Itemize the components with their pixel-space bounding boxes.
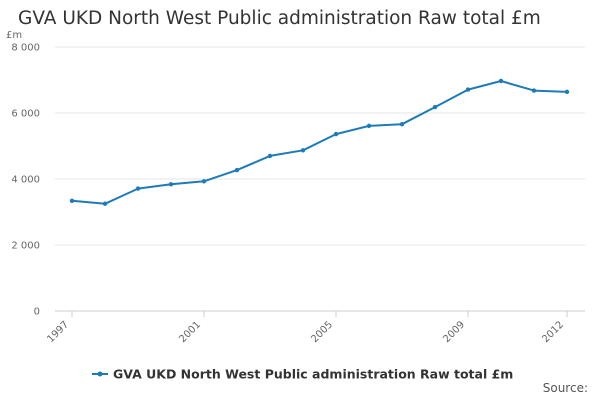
series-line: [71, 80, 568, 205]
y-tick-label: 0: [34, 307, 40, 318]
data-point-2005[interactable]: [333, 131, 339, 137]
data-point-2003[interactable]: [267, 153, 273, 159]
y-tick-label: 8 000: [11, 43, 40, 54]
legend[interactable]: GVA UKD North West Public administration…: [92, 367, 513, 382]
legend-label[interactable]: GVA UKD North West Public administration…: [113, 367, 513, 382]
grid-lines: [55, 46, 585, 312]
x-tick-label: 1997: [45, 319, 71, 345]
data-point-2004[interactable]: [300, 148, 306, 153]
legend-point-symbol: [97, 371, 103, 377]
data-point-2001[interactable]: [201, 179, 207, 184]
data-point-1998[interactable]: [102, 201, 108, 206]
data-point-1997[interactable]: [69, 198, 75, 203]
x-tick-label: 2005: [309, 319, 335, 345]
y-axis-label: £m: [6, 30, 22, 41]
source-label: Source:: [542, 381, 588, 395]
x-tick-label: 2001: [177, 319, 203, 345]
data-point-2008[interactable]: [432, 104, 438, 110]
x-tick-label: 2012: [540, 319, 566, 345]
data-point-2006[interactable]: [366, 123, 372, 129]
data-point-2012[interactable]: [564, 89, 570, 95]
data-point-1999[interactable]: [135, 186, 141, 191]
chart-title: GVA UKD North West Public administration…: [18, 8, 541, 29]
y-tick-label: 6 000: [11, 109, 40, 120]
data-point-2009[interactable]: [465, 87, 471, 92]
data-point-2010[interactable]: [498, 78, 504, 84]
x-tick-label: 2009: [441, 319, 467, 345]
data-point-2002[interactable]: [234, 167, 240, 173]
data-point-2000[interactable]: [168, 182, 174, 187]
data-point-2011[interactable]: [531, 88, 537, 93]
y-tick-label: 4 000: [11, 175, 40, 186]
y-tick-label: 2 000: [11, 241, 40, 252]
series-layer: [69, 78, 570, 206]
axes: 0 2 000 4 000 6 000 8 000 £m 1997 2001 2005 2009 2…: [6, 30, 568, 345]
data-point-2007[interactable]: [399, 122, 405, 127]
